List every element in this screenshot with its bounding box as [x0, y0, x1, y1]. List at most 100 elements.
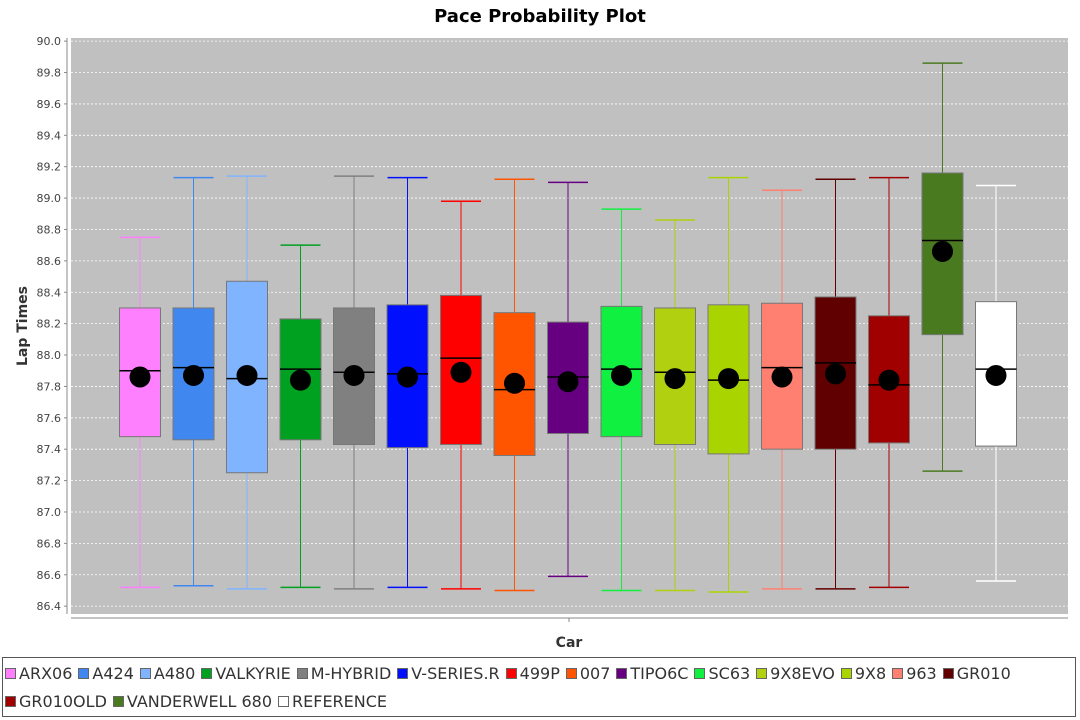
mean-marker — [236, 364, 258, 386]
mean-marker — [129, 366, 151, 388]
box-gr010 — [814, 178, 857, 590]
box-499p — [440, 200, 482, 590]
box-v-series-r — [386, 176, 429, 589]
legend-label: V-SERIES.R — [411, 663, 500, 683]
y-tick-label: 88.2 — [37, 318, 62, 331]
box-m-hybrid — [333, 175, 375, 590]
legend-label: M-HYBRID — [310, 663, 392, 683]
mean-marker — [985, 364, 1007, 386]
legend-label: REFERENCE — [292, 691, 388, 711]
legend-item: 007 — [565, 659, 611, 687]
legend-label: SC63 — [708, 663, 751, 683]
y-tick-label: 89.0 — [37, 192, 62, 205]
legend-item: 9X8 — [840, 659, 887, 687]
box-vanderwell-680 — [921, 62, 964, 472]
legend-label: 9X8 — [854, 663, 887, 683]
legend-item: 499P — [505, 659, 560, 687]
box-gr010old — [868, 176, 910, 589]
y-tick-label: 87.8 — [37, 380, 62, 393]
box-9x8 — [707, 176, 750, 593]
legend-item: ARX06 — [5, 659, 72, 687]
y-tick-label: 88.4 — [37, 286, 62, 299]
legend-label: 499P — [519, 663, 560, 683]
mean-marker — [718, 368, 739, 390]
y-tick-label: 89.2 — [37, 161, 62, 174]
legend-swatch — [694, 667, 706, 679]
y-tick-label: 87.0 — [37, 506, 62, 519]
legend-label: VALKYRIE — [215, 663, 291, 683]
legend-swatch — [5, 667, 16, 679]
box-reference — [975, 184, 1017, 582]
legend-swatch — [278, 695, 290, 707]
legend-swatch — [201, 667, 213, 679]
box-tipo6c — [547, 181, 589, 578]
y-tick-label: 86.8 — [37, 537, 62, 550]
y-tick-label: 87.6 — [37, 412, 62, 425]
legend-swatch — [942, 667, 954, 679]
y-tick-label: 87.4 — [37, 443, 62, 456]
box-valkyrie — [279, 244, 322, 589]
mean-marker — [664, 368, 686, 390]
legend-item: GR010 — [942, 659, 1011, 687]
legend-swatch — [756, 667, 768, 679]
legend-swatch — [616, 667, 628, 679]
legend-label: A480 — [153, 663, 196, 683]
legend-item: 9X8EVO — [756, 659, 835, 687]
box-a480 — [226, 175, 268, 590]
y-tick-label: 86.4 — [37, 600, 62, 613]
legend-item: SC63 — [694, 659, 750, 687]
y-tick-label: 88.6 — [37, 255, 62, 268]
y-axis: 86.4 86.6 86.8 87.0 87.2 87.4 87.6 87.8 88.0 88.2… — [37, 35, 68, 614]
mean-marker — [825, 363, 846, 385]
legend-swatch — [139, 667, 151, 679]
legend-swatch — [397, 667, 409, 679]
y-tick-label: 88.8 — [37, 223, 62, 236]
legend-swatch — [505, 667, 517, 679]
mean-marker — [343, 364, 365, 386]
legend-label: GR010OLD — [19, 691, 107, 711]
legend-label: ARX06 — [19, 663, 73, 683]
y-tick-label: 90.0 — [37, 35, 62, 48]
legend-label: TIPO6C — [630, 663, 689, 683]
mean-marker — [397, 366, 418, 388]
mean-marker — [183, 364, 204, 386]
box-sc63 — [600, 208, 643, 592]
mean-marker — [290, 369, 311, 391]
y-tick-label: 89.8 — [37, 67, 62, 80]
legend-label: 963 — [906, 663, 937, 683]
mean-marker — [611, 364, 632, 386]
legend-label: VANDERWELL 680 — [126, 691, 273, 711]
legend-item: REFERENCE — [278, 687, 387, 715]
legend-item: TIPO6C — [616, 659, 688, 687]
legend-item: M-HYBRID — [296, 659, 392, 687]
box-963 — [761, 189, 803, 590]
chart-title: Pace Probability Plot — [434, 6, 646, 27]
mean-marker — [878, 369, 900, 391]
legend-swatch — [892, 667, 904, 679]
mean-marker — [557, 371, 579, 393]
mean-marker — [932, 240, 953, 262]
legend-swatch — [5, 695, 16, 707]
legend-item: V-SERIES.R — [397, 659, 500, 687]
legend-item: 963 — [892, 659, 937, 687]
legend-item: A424 — [78, 659, 134, 687]
legend-swatch — [840, 667, 852, 679]
box-9x8evo — [654, 219, 696, 592]
x-axis-label: Car — [556, 635, 583, 651]
box-arx06 — [119, 236, 161, 589]
mean-marker — [771, 366, 793, 388]
legend-label: 9X8EVO — [770, 663, 835, 683]
box-plot-chart: Pace Probability Plot 86.4 86.6 86.8 87.0 87… — [15, 6, 1068, 651]
legend-item: GR010OLD — [5, 687, 107, 715]
y-tick-label: 88.0 — [37, 349, 62, 362]
legend-swatch — [112, 695, 124, 707]
boxes — [119, 62, 1017, 593]
legend-swatch — [296, 667, 308, 679]
legend-label: 007 — [579, 663, 611, 683]
box-007 — [493, 178, 536, 592]
legend-swatch — [565, 667, 577, 679]
box-a424 — [172, 176, 215, 587]
mean-marker — [450, 361, 472, 383]
legend-item: VALKYRIE — [201, 659, 291, 687]
legend-swatch — [78, 667, 90, 679]
